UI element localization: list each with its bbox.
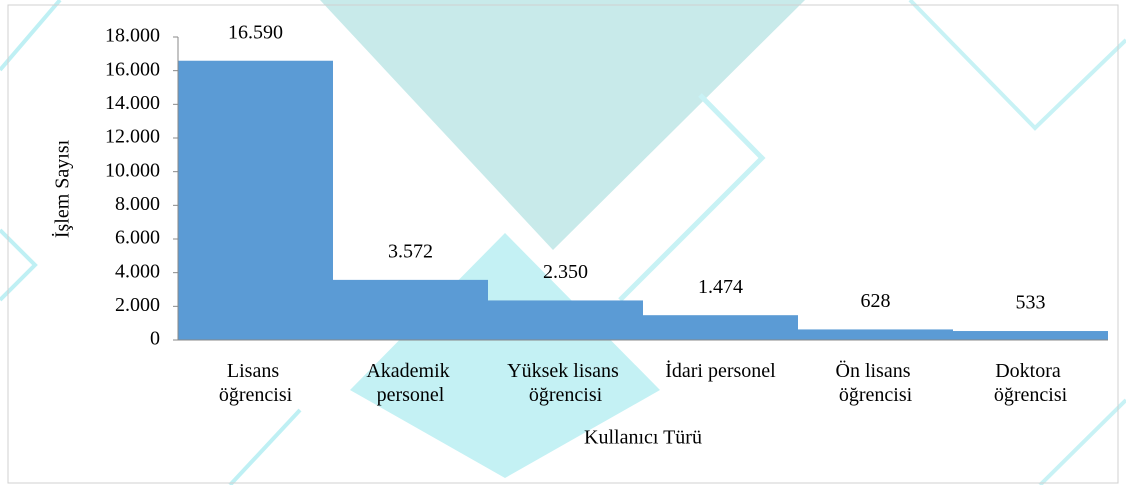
x-tick-label: Lisans öğrencisi bbox=[219, 360, 293, 406]
x-tick-label: Doktora öğrencisi bbox=[994, 360, 1068, 406]
bar bbox=[178, 60, 333, 341]
bar bbox=[333, 279, 488, 340]
x-tick-label: Akademik personel bbox=[366, 360, 454, 406]
y-tick-label: 8.000 bbox=[115, 193, 160, 215]
value-label: 1.474 bbox=[698, 276, 743, 298]
value-label: 533 bbox=[1016, 292, 1046, 314]
y-tick-label: 4.000 bbox=[115, 260, 160, 282]
decor-line bbox=[1038, 398, 1126, 485]
decor-line bbox=[618, 93, 766, 302]
bar bbox=[953, 331, 1108, 340]
y-tick-label: 14.000 bbox=[105, 92, 160, 114]
bar bbox=[798, 329, 953, 340]
bar bbox=[488, 300, 643, 340]
decor-line bbox=[0, 0, 62, 72]
decor-triangle bbox=[320, 0, 805, 250]
y-tick-label: 18.000 bbox=[105, 25, 160, 47]
x-tick-label: Yüksek lisans öğrencisi bbox=[507, 360, 624, 406]
value-label: 2.350 bbox=[543, 261, 588, 283]
value-label: 16.590 bbox=[228, 21, 283, 43]
chart-border bbox=[7, 4, 1119, 484]
x-tick-label: Ön lisans öğrencisi bbox=[836, 359, 916, 406]
value-label: 3.572 bbox=[388, 240, 433, 262]
decor-diamond bbox=[350, 233, 660, 478]
value-label: 628 bbox=[861, 290, 891, 312]
x-axis-title: Kullanıcı Türü bbox=[584, 427, 702, 449]
y-tick-label: 6.000 bbox=[115, 227, 160, 249]
y-tick-label: 16.000 bbox=[105, 58, 160, 80]
decor-line bbox=[908, 0, 1126, 131]
bar bbox=[643, 315, 798, 340]
y-tick-label: 2.000 bbox=[115, 294, 160, 316]
y-tick-label: 10.000 bbox=[105, 159, 160, 181]
y-tick-label: 0 bbox=[150, 328, 160, 350]
decor-line bbox=[0, 228, 38, 302]
y-axis-title: İşlem Sayısı bbox=[51, 139, 74, 238]
x-tick-label: İdari personel bbox=[665, 359, 776, 382]
decor-line bbox=[228, 408, 302, 485]
y-tick-label: 12.000 bbox=[105, 126, 160, 148]
